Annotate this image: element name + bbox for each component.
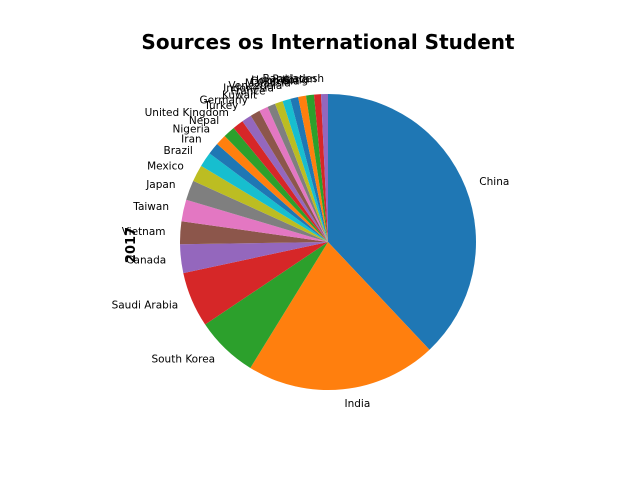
pie-slice-nepal <box>224 127 328 242</box>
pie-slice-colombia <box>298 95 328 243</box>
pie-label-south-korea: South Korea <box>151 353 215 365</box>
pie-slice-canada <box>180 242 328 274</box>
pie-slice-germany <box>250 110 328 242</box>
pie-slices <box>180 94 476 390</box>
pie-label-nigeria: Nigeria <box>173 124 211 136</box>
pie-slice-france <box>267 103 328 242</box>
pie-label-colombia: Colombia <box>250 76 299 88</box>
pie-label-india: India <box>345 398 371 410</box>
pie-label-mexico: Mexico <box>147 160 184 172</box>
chart-title: Sources os International Student <box>141 30 515 54</box>
pie-label-malaysia: Malaysia <box>245 78 291 90</box>
pie-slice-turkey <box>242 115 328 242</box>
pie-slice-japan <box>186 180 328 242</box>
pie-slice-bangladesh <box>320 94 328 242</box>
pie-label-venezuela: Venezuela <box>228 80 282 92</box>
pie-label-turkey: Turkey <box>203 100 238 112</box>
y-axis-label: 2017 <box>124 227 139 263</box>
pie-label-japan: Japan <box>145 179 175 191</box>
pie-label-hong-kong: Hong Kong <box>251 74 308 86</box>
pie-slice-iran <box>209 144 328 242</box>
pie-label-indonesia: Indonesia <box>223 83 274 95</box>
pie-label-canada: Canada <box>126 254 166 266</box>
pie-slice-south-korea <box>205 242 328 368</box>
pie-label-china: China <box>479 176 509 188</box>
pie-slice-india <box>250 242 430 390</box>
pie-slice-venezuela <box>282 98 328 242</box>
pie-slice-brazil <box>201 153 328 242</box>
pie-label-united-kingdom: United Kingdom <box>145 107 229 119</box>
pie-slice-malaysia <box>290 97 328 243</box>
pie-label-saudi-arabia: Saudi Arabia <box>112 300 179 312</box>
pie-label-kuwait: Kuwait <box>222 90 257 102</box>
pie-slice-saudi-arabia <box>183 242 328 325</box>
pie-label-bangladesh: Bangladesh <box>263 73 325 85</box>
pie-label-taiwan: Taiwan <box>132 201 169 213</box>
pie-slice-mexico <box>193 165 328 242</box>
pie-slice-united-kingdom <box>233 121 328 242</box>
pie-slice-pakistan <box>313 94 328 242</box>
pie-label-vietnam: Vietnam <box>122 226 166 238</box>
pie-slice-indonesia <box>275 101 328 243</box>
pie-slice-china <box>328 94 476 350</box>
pie-label-nepal: Nepal <box>189 115 219 127</box>
pie-slice-taiwan <box>181 199 328 242</box>
pie-slice-nigeria <box>217 136 328 242</box>
pie-label-brazil: Brazil <box>163 145 192 157</box>
pie-label-pakistan: Pakistan <box>272 74 316 86</box>
pie-slice-hong-kong <box>306 94 328 242</box>
pie-label-france: France <box>231 86 266 98</box>
pie-slice-kuwait <box>259 106 328 242</box>
pie-labels: China India South Korea Saudi Arabia Canada V… <box>112 73 510 410</box>
pie-label-germany: Germany <box>200 94 248 106</box>
pie-slice-vietnam <box>180 221 328 245</box>
pie-label-iran: Iran <box>181 133 202 145</box>
